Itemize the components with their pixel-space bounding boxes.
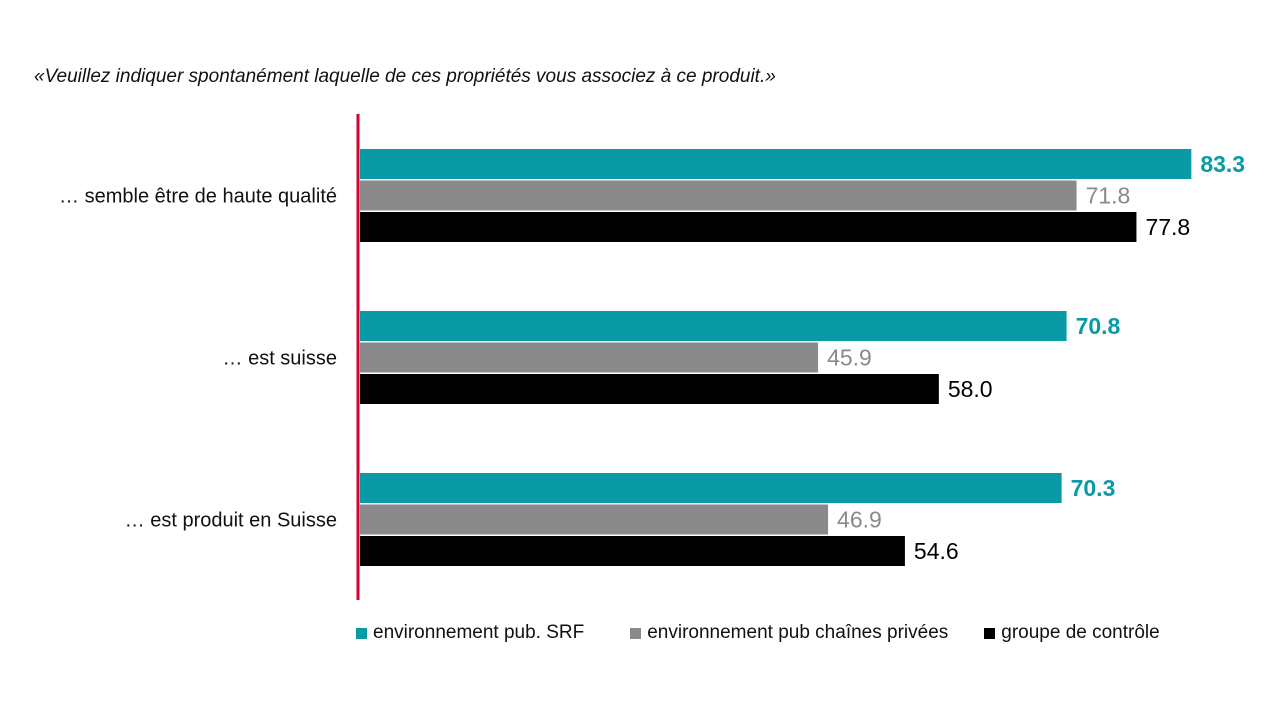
category-label: … est suisse xyxy=(223,348,337,370)
bar xyxy=(360,536,905,566)
bar xyxy=(360,504,829,535)
category-label: … est produit en Suisse xyxy=(125,510,337,532)
bar xyxy=(360,180,1077,211)
data-label: 70.8 xyxy=(1076,313,1121,339)
bar xyxy=(360,473,1062,503)
data-label: 70.3 xyxy=(1071,475,1116,501)
legend-label: environnement pub chaînes privées xyxy=(647,622,949,643)
legend-label: groupe de contrôle xyxy=(1001,622,1160,643)
bar xyxy=(360,212,1137,242)
bar xyxy=(360,342,819,373)
data-label: 71.8 xyxy=(1086,183,1131,209)
data-label: 83.3 xyxy=(1200,151,1245,177)
bars-group xyxy=(360,149,1192,566)
category-labels: … semble être de haute qualité … est suis… xyxy=(59,186,337,532)
bar xyxy=(360,149,1192,179)
data-label: 58.0 xyxy=(948,376,993,402)
legend-swatch xyxy=(984,627,996,639)
value-labels: 83.3 71.8 77.8 70.8 45.9 58.0 70.3 46.9 54.6 xyxy=(827,151,1245,564)
legend-item: groupe de contrôle xyxy=(984,622,1160,644)
legend-item: environnement pub chaînes privées xyxy=(630,622,948,644)
data-label: 54.6 xyxy=(914,538,959,564)
data-label: 45.9 xyxy=(827,345,872,371)
legend-swatch xyxy=(356,627,367,639)
category-label: … semble être de haute qualité xyxy=(59,186,337,208)
legend-label: environnement pub. SRF xyxy=(373,622,585,643)
bar xyxy=(360,374,939,404)
data-label: 77.8 xyxy=(1145,214,1190,240)
legend: environnement pub. SRF environnement pub … xyxy=(356,622,1160,644)
question-text: «Veuillez indiquer spontanément laquelle… xyxy=(34,66,776,87)
legend-item: environnement pub. SRF xyxy=(356,622,584,644)
legend-swatch xyxy=(630,627,642,639)
bar xyxy=(360,311,1067,341)
data-label: 46.9 xyxy=(837,507,882,533)
